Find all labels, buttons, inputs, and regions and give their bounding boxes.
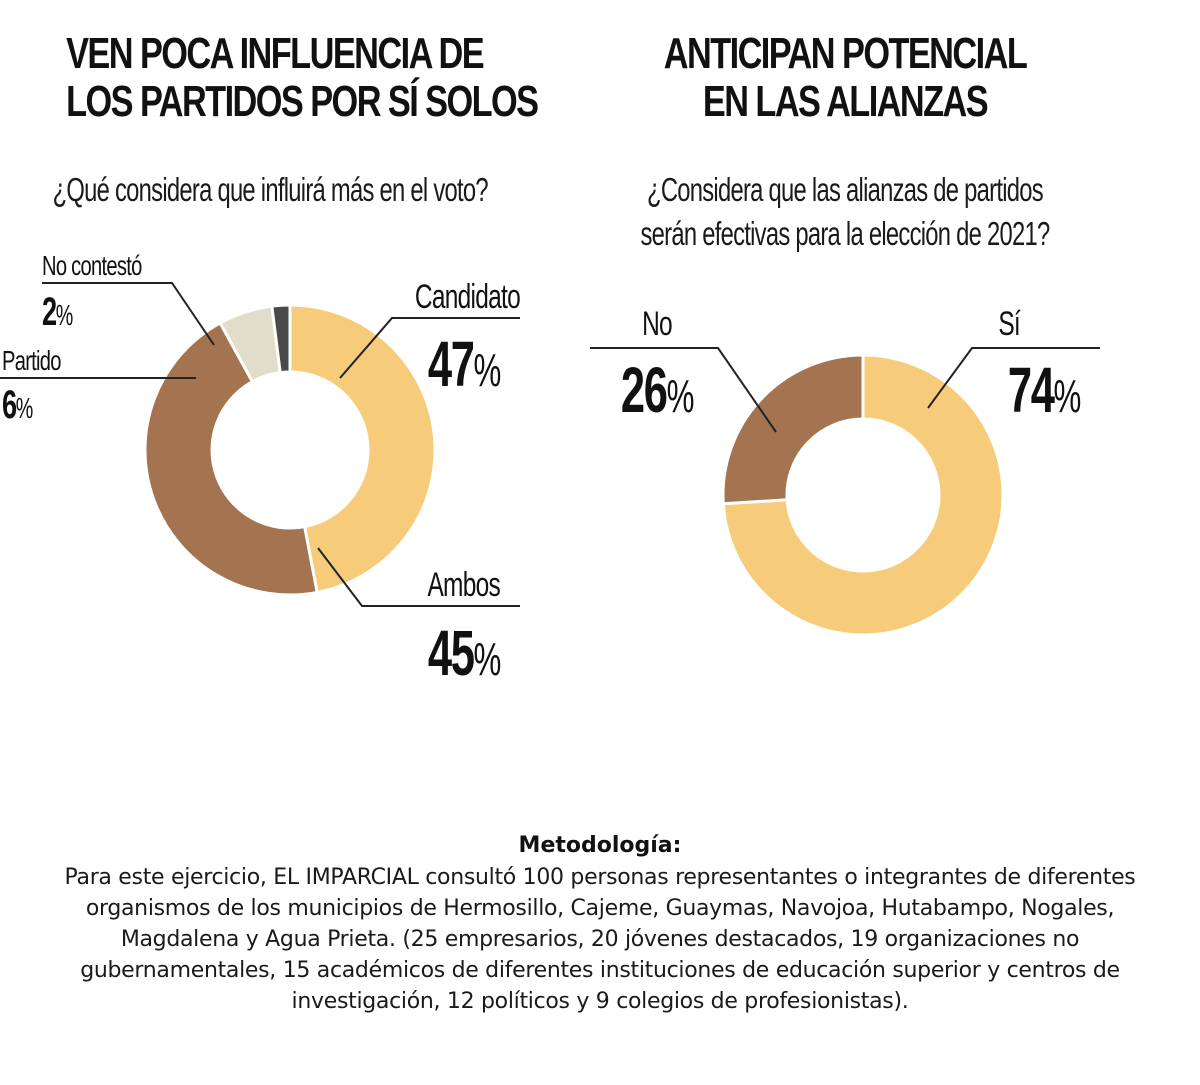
value-no: 26% <box>621 354 694 427</box>
label-no-contesto: No contestó <box>42 251 142 282</box>
label-ambos: Ambos <box>427 566 500 604</box>
slice-no-contesto <box>270 303 292 375</box>
chart-2-title-line-1: ANTICIPAN POTENCIAL <box>663 29 1028 78</box>
value-si: 74% <box>1008 354 1081 427</box>
value-candidato: 47% <box>428 328 501 401</box>
chart-1-title-line-1: VEN POCA INFLUENCIA DE <box>66 29 485 78</box>
label-candidato: Candidato <box>415 278 520 316</box>
chart-1-question-line-1: ¿Qué considera que influirá más en el vo… <box>52 171 489 208</box>
slice-no <box>721 353 865 506</box>
chart-2-question: ¿Considera que las alianzas de partidos … <box>633 168 1058 256</box>
chart-2-donut: Sí 74% No 26% <box>590 305 1100 637</box>
chart-1-question: ¿Qué considera que influirá más en el vo… <box>52 168 489 212</box>
chart-1-title-line-2: LOS PARTIDOS POR SÍ SOLOS <box>66 77 539 126</box>
chart-2-question-line-1: ¿Considera que las alianzas de partidos <box>647 171 1044 208</box>
chart-2-title: ANTICIPAN POTENCIAL EN LAS ALIANZAS <box>646 30 1044 126</box>
leader-line-si <box>927 347 1100 409</box>
donut-ring <box>721 353 1005 637</box>
chart-1-donut: Candidato 47% Ambos 45% Partido 6% No contestó… <box>0 251 521 690</box>
value-no-contesto: 2% <box>42 290 73 334</box>
slice-si <box>721 353 1005 637</box>
leader-line-candidato <box>339 317 520 379</box>
value-partido: 6% <box>2 383 33 427</box>
methodology-body: Para este ejercicio, EL IMPARCIAL consul… <box>64 865 1136 1014</box>
label-si: Sí <box>998 305 1021 343</box>
slice-candidato <box>288 303 437 595</box>
donut-ring <box>143 303 437 597</box>
value-ambos: 45% <box>428 617 501 690</box>
leader-line-no <box>590 347 777 433</box>
methodology: Metodología: Para este ejercicio, EL IMP… <box>0 830 1200 1017</box>
slice-ambos <box>143 320 319 597</box>
label-no: No <box>642 305 672 343</box>
leader-line-no-contesto <box>42 282 215 346</box>
chart-1-title: VEN POCA INFLUENCIA DE LOS PARTIDOS POR … <box>66 29 539 126</box>
label-partido: Partido <box>2 346 61 377</box>
chart-2-title-line-2: EN LAS ALIANZAS <box>702 77 989 126</box>
chart-2-question-line-2: serán efectivas para la elección de 2021… <box>640 215 1050 252</box>
methodology-title: Metodología: <box>518 833 682 858</box>
leader-line-ambos <box>317 547 520 607</box>
